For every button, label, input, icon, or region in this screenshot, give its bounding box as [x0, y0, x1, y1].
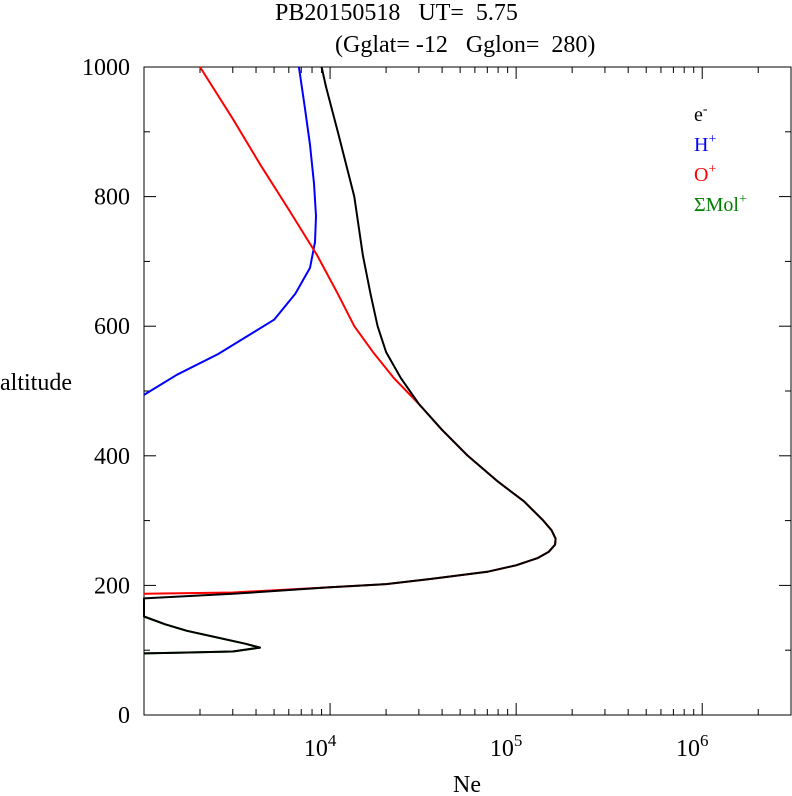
x-tick-label: 104	[304, 731, 337, 762]
legend-entry-o: O+	[694, 162, 716, 186]
chart-title: PB20150518 UT= 5.75	[275, 0, 518, 26]
x-tick-label: 105	[490, 731, 523, 762]
x-tick-label: 106	[676, 731, 709, 762]
y-axis-label: altitude	[0, 370, 72, 396]
legend-entry-h: H+	[694, 132, 716, 156]
y-tick-label: 800	[94, 185, 130, 211]
y-tick-label: 400	[94, 444, 130, 470]
series-line-o	[143, 66, 557, 595]
legend-entry-e: e-	[694, 102, 708, 126]
series-line-e	[143, 66, 557, 655]
y-tick-label: 200	[94, 573, 130, 599]
y-tick-label: 1000	[82, 55, 130, 81]
y-tick-label: 0	[118, 703, 130, 729]
series-line-h	[143, 66, 317, 396]
legend-entry-mol: ΣMol+	[694, 192, 747, 216]
y-tick-label: 600	[94, 314, 130, 340]
chart-subtitle: (Gglat= -12 Gglon= 280)	[335, 32, 596, 58]
x-axis-label: Ne	[453, 772, 481, 796]
